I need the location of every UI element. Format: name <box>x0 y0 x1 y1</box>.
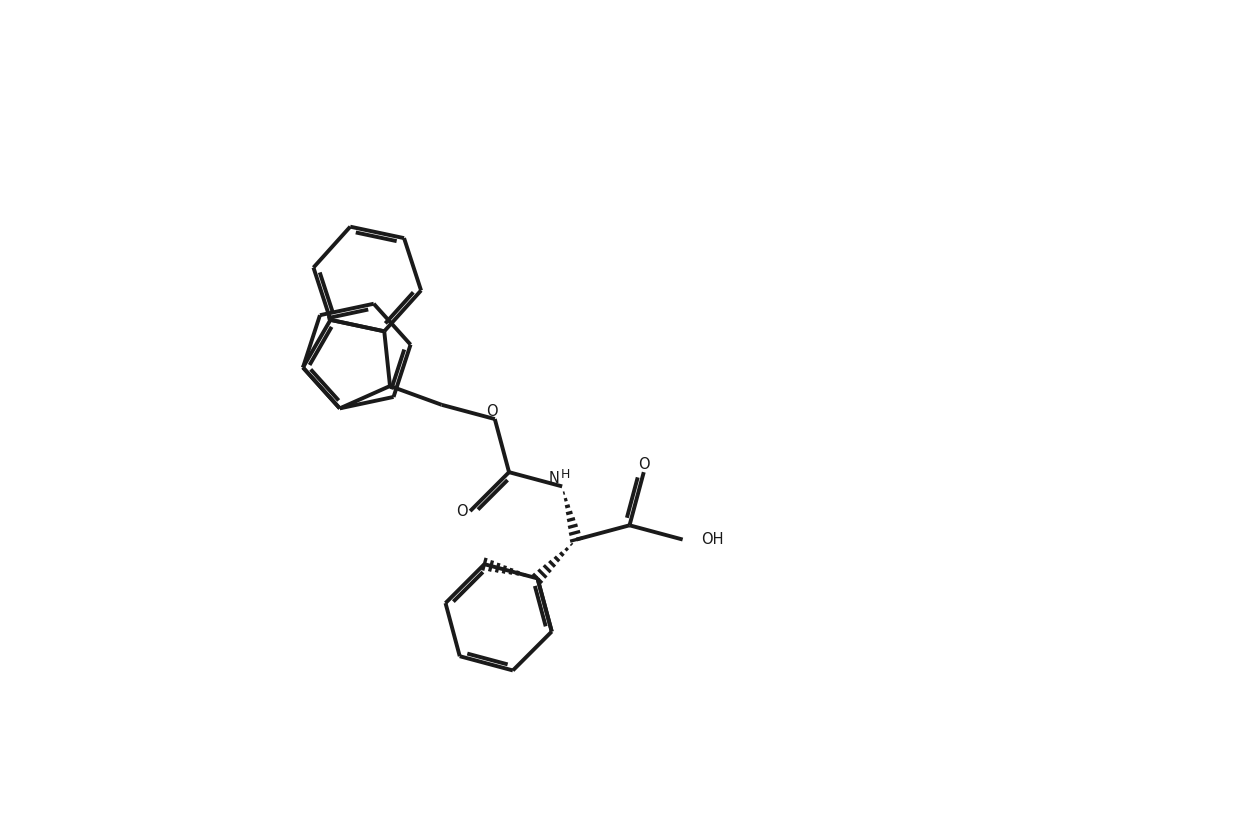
Text: O: O <box>486 404 497 419</box>
Text: O: O <box>638 456 649 472</box>
Text: N: N <box>548 471 559 486</box>
Text: OH: OH <box>700 532 723 547</box>
Text: O: O <box>456 503 468 519</box>
Text: H: H <box>561 468 569 481</box>
